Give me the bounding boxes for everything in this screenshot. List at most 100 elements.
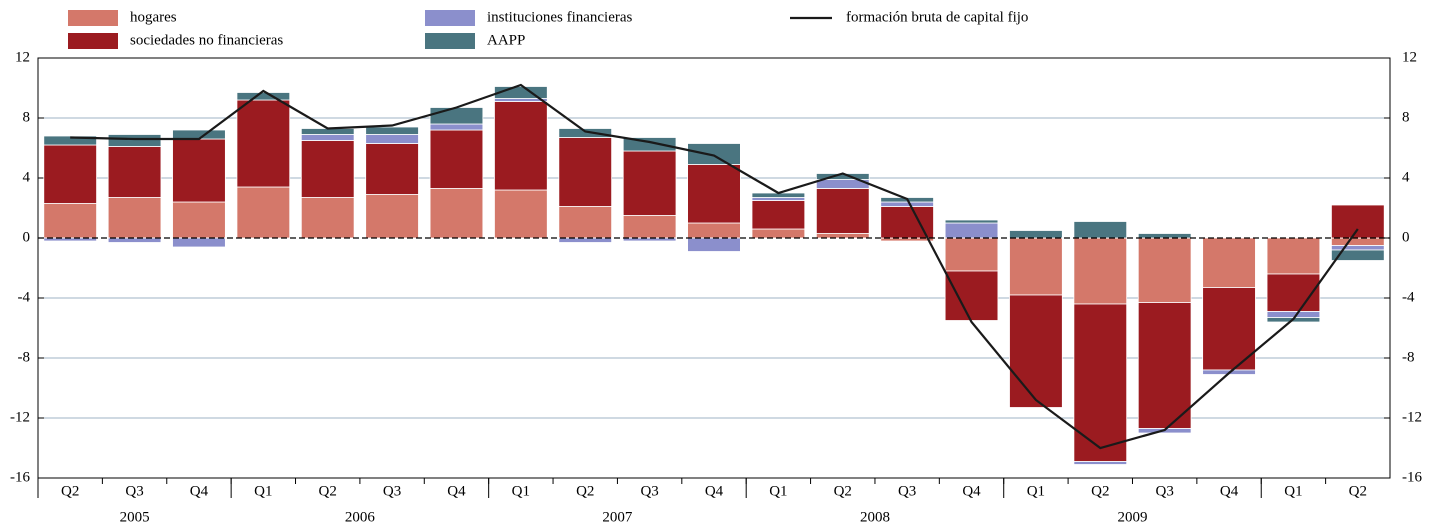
bar-segment	[1202, 287, 1256, 371]
bar-segment	[365, 126, 419, 135]
bar-segment	[944, 270, 999, 321]
bar-segment	[1137, 302, 1192, 429]
year-label: 2008	[860, 509, 890, 525]
y2-tick-label: -8	[1402, 349, 1415, 365]
bar-segment	[365, 134, 419, 144]
y-tick-label: -4	[18, 289, 31, 305]
bar-segment	[172, 237, 226, 248]
bar-segment	[429, 188, 484, 239]
bar-segment	[815, 188, 870, 234]
bar-segment	[1137, 233, 1192, 239]
bar-segment	[494, 189, 548, 239]
bar-segment	[172, 138, 226, 203]
legend-label: AAPP	[487, 32, 525, 48]
bar-segment	[1073, 303, 1128, 462]
x-tick-label: Q2	[319, 483, 337, 499]
bar-segment	[944, 237, 999, 272]
bar-segment	[1009, 230, 1063, 239]
year-label: 2009	[1117, 509, 1147, 525]
x-tick-label: Q2	[1349, 483, 1367, 499]
bar-segment	[300, 134, 355, 141]
bar-segment	[43, 144, 97, 204]
x-tick-label: Q4	[705, 483, 724, 499]
x-tick-label: Q1	[1284, 483, 1302, 499]
bar-segment	[107, 237, 162, 243]
y-tick-label: 4	[23, 169, 31, 185]
bar-segment	[1331, 237, 1385, 246]
bar-segment	[687, 164, 741, 224]
y-tick-label: 12	[15, 49, 30, 65]
bar-segment	[1331, 204, 1385, 239]
bar-segment	[1331, 249, 1385, 261]
x-tick-label: Q4	[447, 483, 466, 499]
legend-swatch	[425, 10, 475, 26]
x-tick-label: Q4	[190, 483, 209, 499]
y-tick-label: 8	[23, 109, 31, 125]
bar-segment	[1009, 294, 1063, 408]
x-tick-label: Q3	[383, 483, 401, 499]
bar-segment	[1331, 245, 1385, 251]
x-tick-label: Q2	[834, 483, 852, 499]
bar-segment	[944, 219, 999, 224]
bar-segment	[558, 237, 613, 243]
y-tick-label: -12	[10, 409, 30, 425]
y2-tick-label: 4	[1402, 169, 1410, 185]
legend-swatch	[425, 33, 475, 49]
legend-swatch	[68, 10, 118, 26]
x-tick-label: Q3	[898, 483, 916, 499]
bar-segment	[365, 143, 419, 195]
bar-segment	[1137, 237, 1192, 303]
bar-segment	[751, 228, 806, 239]
plot-frame	[37, 57, 1391, 479]
year-label: 2007	[602, 509, 633, 525]
bar-segment	[107, 146, 162, 198]
bar-segment	[815, 233, 870, 239]
x-tick-label: Q2	[1091, 483, 1109, 499]
x-tick-label: Q1	[1027, 483, 1045, 499]
legend-swatch	[68, 33, 118, 49]
bar-segment	[494, 101, 548, 191]
y2-tick-label: 8	[1402, 109, 1410, 125]
x-tick-label: Q3	[125, 483, 143, 499]
y2-tick-label: -4	[1402, 289, 1415, 305]
y2-tick-label: -12	[1402, 409, 1422, 425]
y-tick-label: -16	[10, 469, 30, 485]
y2-tick-label: 12	[1402, 49, 1417, 65]
bar-segment	[944, 222, 999, 239]
bar-segment	[300, 140, 355, 198]
legend-label: sociedades no financieras	[130, 32, 283, 48]
bar-segment	[1266, 311, 1321, 318]
bar-segment	[751, 200, 806, 230]
bar-segment	[1009, 237, 1063, 296]
bar-segment	[236, 92, 291, 101]
bar-segment	[43, 135, 97, 146]
y2-tick-label: -16	[1402, 469, 1422, 485]
x-tick-label: Q1	[254, 483, 272, 499]
legend-label: instituciones financieras	[487, 9, 633, 25]
x-tick-label: Q4	[1220, 483, 1239, 499]
bar-segment	[300, 197, 355, 239]
bar-segment	[365, 194, 419, 239]
bar-segment	[1073, 237, 1128, 305]
bar-segment	[1073, 221, 1128, 239]
x-tick-label: Q2	[576, 483, 594, 499]
bar-segment	[429, 107, 484, 125]
bar-segment	[751, 197, 806, 201]
bar-segment	[880, 201, 934, 207]
legend-label: hogares	[130, 9, 177, 25]
y-tick-label: -8	[18, 349, 31, 365]
bar-segment	[107, 197, 162, 239]
bar-segment	[558, 206, 613, 239]
x-tick-label: Q2	[61, 483, 79, 499]
x-tick-label: Q1	[769, 483, 787, 499]
x-tick-label: Q1	[512, 483, 530, 499]
bar-segment	[429, 129, 484, 189]
bar-segment	[687, 237, 741, 252]
bar-segment	[236, 186, 291, 239]
bar-segment	[1202, 237, 1256, 288]
bar-segment	[622, 150, 677, 216]
year-label: 2005	[120, 509, 150, 525]
line-series	[70, 83, 1359, 450]
